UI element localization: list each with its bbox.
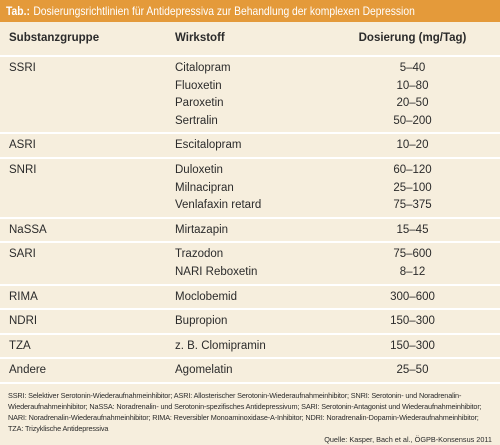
group-name: Andere <box>9 364 47 377</box>
group: RIMA Moclobemid 300–600 <box>0 286 500 311</box>
source: Quelle: Kasper, Bach et al., ÖGPB-Konsen… <box>324 434 492 444</box>
column-label: Substanzgruppe <box>9 32 100 44</box>
drug: Trazodon <box>175 248 224 261</box>
drug: Duloxetin <box>175 163 223 176</box>
cell <box>0 78 165 96</box>
drug: Venlafaxin retard <box>175 199 262 212</box>
group-name: ASRI <box>9 139 36 152</box>
header-row: Substanzgruppe Wirkstoff Dosierung (mg/T… <box>0 22 500 55</box>
drug: Milnacipran <box>175 181 234 194</box>
table-row: TZA z. B. Clomipramin 150–300 <box>0 338 500 356</box>
group-name: NaSSA <box>9 223 47 236</box>
column-label: Dosierung (mg/Tag) <box>358 32 467 44</box>
cell <box>0 197 165 215</box>
drug: Mirtazapin <box>175 223 229 236</box>
group: SNRI Duloxetin 60–120 Milnacipran 25–100 Venl… <box>0 159 500 219</box>
dose: 15–45 <box>396 223 429 236</box>
footnote: SSRI: Selektiver Serotonin-Wiederaufnahm… <box>8 390 482 433</box>
table-row: RIMA Moclobemid 300–600 <box>0 289 500 307</box>
dose: 10–20 <box>396 139 429 152</box>
table-row: Venlafaxin retard 75–375 <box>0 197 500 215</box>
cell <box>0 113 165 131</box>
group: ASRI Escitalopram 10–20 <box>0 134 500 159</box>
table-row: Milnacipran 25–100 <box>0 180 500 198</box>
drug: Bupropion <box>175 315 228 328</box>
column-header: Substanzgruppe Wirkstoff Dosierung (mg/T… <box>0 22 500 57</box>
group-name: RIMA <box>9 290 38 303</box>
drug: Agomelatin <box>175 364 233 377</box>
table-row: ASRI Escitalopram 10–20 <box>0 137 500 155</box>
group: NDRI Bupropion 150–300 <box>0 310 500 335</box>
group-name: SNRI <box>9 163 37 176</box>
drug: Sertralin <box>175 114 218 127</box>
table-row: SNRI Duloxetin 60–120 <box>0 162 500 180</box>
drug: NARI Reboxetin <box>175 265 258 278</box>
drug: z. B. Clomipramin <box>175 339 266 352</box>
group-name: NDRI <box>9 315 38 328</box>
group-name: SARI <box>9 248 36 261</box>
dose: 10–80 <box>396 79 429 92</box>
dose: 60–120 <box>393 163 432 176</box>
column-label: Wirkstoff <box>175 32 225 44</box>
cell <box>0 180 165 198</box>
table-row: NARI Reboxetin 8–12 <box>0 264 500 282</box>
dose: 50–200 <box>393 114 432 127</box>
group-name: TZA <box>9 339 31 352</box>
drug: Paroxetin <box>175 97 224 110</box>
dose: 75–375 <box>393 199 432 212</box>
dose: 75–600 <box>393 248 432 261</box>
dose: 300–600 <box>390 290 435 303</box>
table-row: SSRI Citalopram 5–40 <box>0 60 500 78</box>
group: TZA z. B. Clomipramin 150–300 <box>0 335 500 360</box>
dose: 150–300 <box>390 339 435 352</box>
dose: 25–100 <box>393 181 432 194</box>
drug: Citalopram <box>175 62 231 74</box>
table-row: SARI Trazodon 75–600 <box>0 246 500 264</box>
table-body: SSRI Citalopram 5–40 Fluoxetin 10–80 Paroxeti… <box>0 57 500 384</box>
cell <box>0 95 165 113</box>
drug: Fluoxetin <box>175 79 222 92</box>
dose: 150–300 <box>390 315 435 328</box>
table-row: Andere Agomelatin 25–50 <box>0 362 500 380</box>
dose: 5–40 <box>399 62 426 74</box>
table-row: Fluoxetin 10–80 <box>0 78 500 96</box>
table-row: Sertralin 50–200 <box>0 113 500 131</box>
header-title: Dosierungsrichtlinien für Antidepressiva… <box>33 4 415 18</box>
dose: 25–50 <box>396 364 429 377</box>
table-row: NaSSA Mirtazapin 15–45 <box>0 222 500 240</box>
header-prefix: Tab.: <box>6 4 30 18</box>
dose: 8–12 <box>399 265 426 278</box>
table-row: Paroxetin 20–50 <box>0 95 500 113</box>
group-name: SSRI <box>9 62 36 74</box>
table-row: NDRI Bupropion 150–300 <box>0 313 500 331</box>
dose: 20–50 <box>396 97 429 110</box>
group: SSRI Citalopram 5–40 Fluoxetin 10–80 Paroxeti… <box>0 57 500 135</box>
drug: Escitalopram <box>175 139 242 152</box>
header-bar: Tab.: Dosierungsrichtlinien für Antidepre… <box>0 0 500 22</box>
group: Andere Agomelatin 25–50 <box>0 359 500 384</box>
cell <box>0 264 165 282</box>
group: SARI Trazodon 75–600 NARI Reboxetin 8–12 <box>0 243 500 286</box>
group: NaSSA Mirtazapin 15–45 <box>0 219 500 244</box>
drug: Moclobemid <box>175 290 237 303</box>
